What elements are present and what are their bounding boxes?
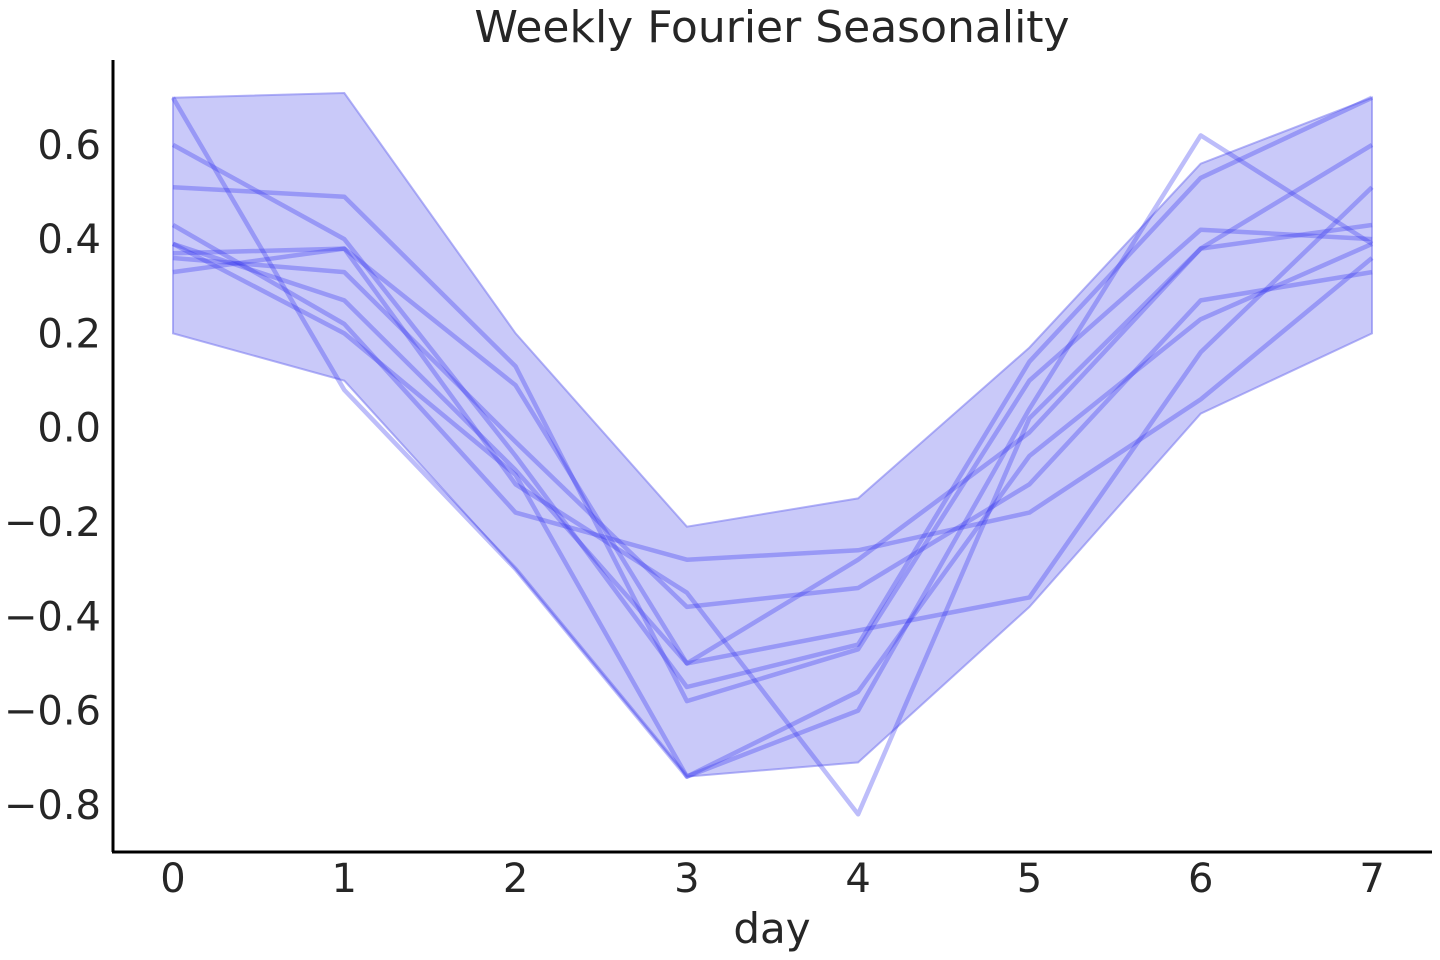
y-tick-label: −0.8: [4, 783, 101, 829]
confidence-band-layer: [172, 91, 1373, 778]
y-tick-label: −0.6: [4, 689, 101, 735]
series-line-7: [172, 185, 1374, 666]
y-tick-label: 0.2: [37, 311, 101, 357]
chart-title: Weekly Fourier Seasonality: [474, 2, 1069, 53]
y-tick-label: −0.2: [4, 500, 101, 546]
series-line-1: [171, 96, 1374, 779]
x-tick-labels: 0 1 2 3 4 5 6 7: [160, 856, 1385, 902]
series-lines-layer: [171, 95, 1374, 817]
series-line-9: [172, 222, 1373, 817]
y-tick-label: 0.6: [37, 123, 101, 169]
x-tick-label: 6: [1188, 856, 1213, 902]
x-tick-label: 7: [1359, 856, 1384, 902]
series-line-2: [171, 95, 1373, 690]
confidence-band: [172, 91, 1373, 778]
y-tick-label: 0.0: [37, 406, 101, 452]
y-tick-label: 0.4: [37, 217, 101, 263]
x-tick-label: 3: [674, 856, 699, 902]
x-tick-label: 5: [1017, 856, 1042, 902]
x-tick-label: 2: [503, 856, 528, 902]
y-tick-labels: 0.6 0.4 0.2 0.0 −0.2 −0.4 −0.6 −0.8: [4, 123, 101, 829]
series-line-6: [171, 241, 1373, 779]
x-axis-label: day: [733, 904, 810, 953]
x-tick-label: 0: [160, 856, 185, 902]
series-line-8: [172, 255, 1373, 610]
x-tick-label: 1: [332, 856, 357, 902]
y-tick-label: −0.4: [4, 594, 101, 640]
series-line-5: [172, 142, 1374, 666]
series-line-3: [172, 185, 1373, 704]
x-tick-label: 4: [845, 856, 870, 902]
series-line-4: [171, 223, 1374, 562]
